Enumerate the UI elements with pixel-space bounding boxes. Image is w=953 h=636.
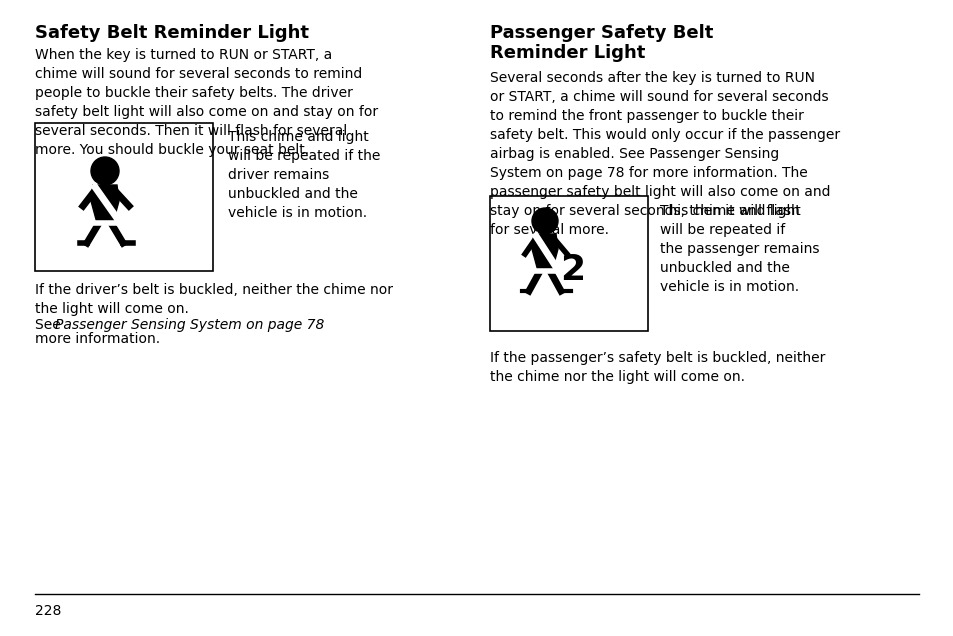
Text: See: See xyxy=(35,318,65,332)
Polygon shape xyxy=(532,234,558,271)
Text: 228: 228 xyxy=(35,604,61,618)
Text: When the key is turned to RUN or START, a
chime will sound for several seconds t: When the key is turned to RUN or START, … xyxy=(35,48,377,156)
Circle shape xyxy=(91,157,119,185)
Text: Several seconds after the key is turned to RUN
or START, a chime will sound for : Several seconds after the key is turned … xyxy=(490,71,840,237)
Text: Safety Belt Reminder Light: Safety Belt Reminder Light xyxy=(35,24,309,42)
Text: 2: 2 xyxy=(559,253,584,287)
Text: Reminder Light: Reminder Light xyxy=(490,44,644,62)
Text: This chime and light
will be repeated if
the passenger remains
unbuckled and the: This chime and light will be repeated if… xyxy=(659,204,819,294)
Polygon shape xyxy=(91,185,119,223)
Bar xyxy=(490,196,647,331)
Text: Passenger Safety Belt: Passenger Safety Belt xyxy=(490,24,713,42)
Text: If the passenger’s safety belt is buckled, neither
the chime nor the light will : If the passenger’s safety belt is buckle… xyxy=(490,351,824,384)
Text: If the driver’s belt is buckled, neither the chime nor
the light will come on.: If the driver’s belt is buckled, neither… xyxy=(35,283,393,316)
Text: more information.: more information. xyxy=(35,332,160,346)
Circle shape xyxy=(532,208,558,234)
Bar xyxy=(35,123,213,271)
Text: Passenger Sensing System on page 78: Passenger Sensing System on page 78 xyxy=(55,318,324,332)
Text: This chime and light
will be repeated if the
driver remains
unbuckled and the
ve: This chime and light will be repeated if… xyxy=(228,130,380,220)
